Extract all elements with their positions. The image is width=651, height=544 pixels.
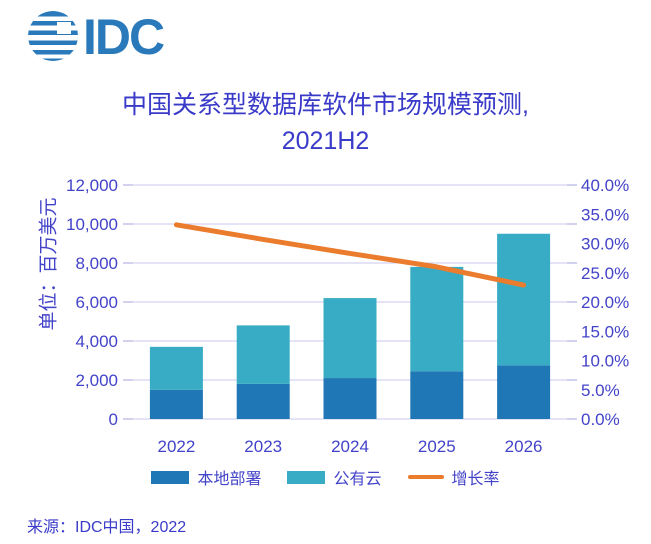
legend-label-growth: 增长率	[451, 471, 500, 488]
growth-rate-line	[173, 222, 527, 288]
bar-segment-cloud	[149, 346, 203, 390]
right-axis-tick-label: 40.0%	[581, 176, 629, 195]
legend-label-cloud: 公有云	[333, 471, 382, 488]
legend-label-onprem: 本地部署	[197, 471, 262, 488]
y-axis-tick-label: 4,000	[75, 332, 118, 351]
right-axis-tick-label: 25.0%	[581, 264, 629, 283]
bar-segment-onprem	[149, 389, 203, 419]
x-axis-label: 2026	[505, 437, 543, 456]
chart-title-line2: 2021H2	[281, 127, 370, 155]
legend-swatch-cloud	[287, 470, 326, 484]
bar-segment-onprem	[410, 371, 464, 419]
legend-item-cloud: 公有云	[287, 465, 382, 489]
legend-item-onprem: 本地部署	[151, 465, 261, 489]
legend: 本地部署 公有云 增长率	[0, 465, 651, 489]
bar-segment-cloud	[497, 233, 551, 366]
idc-globe-icon	[28, 11, 78, 61]
y-axis-tick-label: 2,000	[75, 371, 118, 390]
bar-segment-onprem	[236, 383, 290, 419]
legend-item-growth: 增长率	[407, 465, 500, 489]
y-axis-tick-label: 10,000	[66, 215, 118, 234]
bar-segment-onprem	[323, 378, 377, 419]
legend-line-swatch	[407, 475, 444, 479]
idc-logo-text: IDC	[83, 9, 164, 64]
right-axis-tick-label: 0.0%	[581, 410, 620, 429]
bar-segment-cloud	[323, 298, 377, 379]
bar-segment-onprem	[497, 365, 551, 419]
x-axis-label: 2024	[331, 437, 369, 456]
right-axis-tick-label: 35.0%	[581, 205, 629, 224]
bar-segment-cloud	[410, 266, 464, 372]
y-axis-tick-label: 12,000	[66, 176, 118, 195]
y-axis-tick-label: 0	[109, 410, 118, 429]
right-axis-tick-label: 10.0%	[581, 352, 629, 371]
chart-title-line1: 中国关系型数据库软件市场规模预测,	[122, 91, 529, 119]
right-axis-tick-label: 5.0%	[581, 381, 620, 400]
y-axis-tick-label: 8,000	[75, 254, 118, 273]
right-axis-tick-label: 30.0%	[581, 235, 629, 254]
y-axis-tick-label: 6,000	[75, 293, 118, 312]
source-note: 来源：IDC中国，2022	[27, 519, 187, 536]
x-axis-label: 2022	[157, 437, 195, 456]
x-axis-label: 2023	[244, 437, 282, 456]
bar-segment-cloud	[236, 325, 290, 384]
right-axis-tick-label: 15.0%	[581, 322, 629, 341]
right-axis-tick-label: 20.0%	[581, 293, 629, 312]
x-axis-label: 2025	[418, 437, 456, 456]
idc-logo: IDC	[28, 9, 166, 64]
chart-title: 中国关系型数据库软件市场规模预测, 2021H2	[0, 87, 651, 159]
legend-swatch-onprem	[151, 470, 190, 484]
